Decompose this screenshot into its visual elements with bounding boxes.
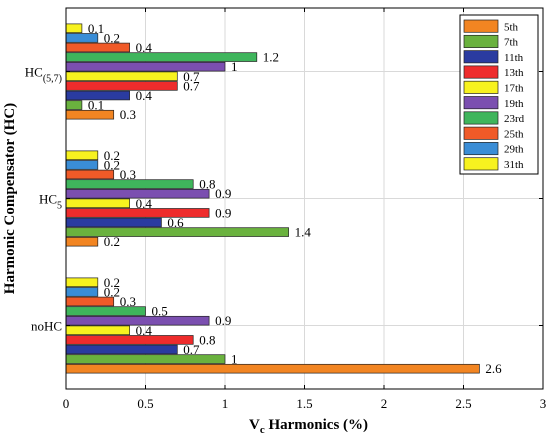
x-tick-label: 2.5 [455,396,471,411]
bar-19th-group-0 [65,315,210,326]
bar-value-label: 0.8 [199,332,215,347]
bar-value-label: 0.4 [136,323,153,338]
y-tick-label-sub: (5,7) [43,74,62,85]
legend-entry-label: 5th [504,21,519,33]
bar-23rd-group-2 [65,52,258,62]
bar-value-label: 0.8 [199,177,215,192]
x-tick-label: 1.5 [296,396,312,411]
bar-11th-group-1 [65,217,162,228]
bar-value-label: 0.9 [215,313,231,328]
bar-19th-group-2 [65,61,226,72]
bar-31th-group-2 [65,23,83,34]
legend-entry-label: 13th [504,67,524,79]
bar-17th-group-0 [65,325,130,336]
bar-29th-group-1 [65,160,99,170]
legend-entry-label: 7th [504,37,519,49]
bar-31th-group-1 [65,150,99,161]
bar-31th-group-0 [65,277,99,288]
bar-value-label: 0.3 [120,167,136,182]
bar-17th-group-2 [65,71,178,82]
bar-value-label: 0.4 [136,88,153,103]
y-tick-label: HC(5,7) [25,65,62,85]
legend-swatch-17th [463,80,499,94]
bar-29th-group-0 [65,287,99,297]
y-tick-label: noHC [31,319,62,334]
bar-17th-group-1 [65,198,130,209]
y-tick-label: HC5 [39,192,62,212]
bar-value-label: 0.1 [88,98,104,113]
x-axis-label-rest: Harmonics (%) [265,417,368,433]
bar-value-label: 1 [231,352,238,367]
legend-entry-label: 25th [504,128,524,140]
bar-value-label: 0.2 [104,148,120,163]
legend-entry-label: 29th [504,144,524,156]
bar-value-label: 0.2 [104,30,120,45]
legend-swatch-19th [463,96,499,110]
bar-7th-group-0 [65,354,226,364]
x-axis-label-main: V [249,417,260,433]
bar-value-label: 0.4 [136,40,153,55]
legend-swatch-7th [463,34,499,48]
bar-11th-group-2 [65,90,130,101]
x-tick-label: 3 [540,396,547,411]
bar-19th-group-1 [65,188,210,199]
legend-swatch-29th [463,142,499,156]
bar-value-label: 0.1 [88,21,104,36]
bar-value-label: 1.4 [295,225,312,240]
bar-value-label: 0.6 [167,215,184,230]
legend-swatch-11th [463,50,499,64]
x-tick-label: 0 [63,396,70,411]
bar-value-label: 1.2 [263,50,279,65]
bar-13th-group-2 [65,81,178,91]
legend-swatch-13th [463,65,499,79]
bar-value-label: 0.3 [120,107,136,122]
bar-value-label: 0.5 [152,304,168,319]
y-tick-label-main: HC [39,192,57,207]
bar-13th-group-0 [65,335,194,345]
legend-entry-label: 17th [504,83,524,95]
bar-5th-group-0 [65,363,480,374]
bar-7th-group-2 [65,100,83,110]
legend-swatch-23rd [463,111,499,125]
x-axis-label: Vc Harmonics (%) [249,417,368,434]
bar-value-label: 0.2 [104,234,120,249]
bar-value-label: 0.2 [104,284,120,299]
y-tick-label-main: HC [25,65,43,80]
bar-value-label: 0.3 [120,294,136,309]
bar-value-label: 0.9 [215,186,231,201]
bar-value-label: 0.2 [104,275,120,290]
y-tick-label-sub: 5 [57,201,62,212]
bar-11th-group-0 [65,344,178,355]
bar-value-label: 0.7 [183,69,200,84]
legend-swatch-31th [463,157,499,171]
bar-value-label: 1 [231,59,238,74]
bar-5th-group-1 [65,236,99,247]
y-tick-label-main: noHC [31,319,62,334]
x-tick-label: 2 [381,396,388,411]
x-tick-label: 1 [222,396,229,411]
y-axis-label: Harmonic Compensator (HC) [2,103,18,294]
bar-value-label: 2.6 [485,361,502,376]
bar-value-label: 0.9 [215,205,231,220]
bar-value-label: 0.7 [183,342,200,357]
bar-value-label: 0.4 [136,196,153,211]
legend-entry-label: 31th [504,159,524,171]
x-tick-label: 0.5 [137,396,153,411]
x-axis-label-sub: c [260,424,265,434]
legend-swatch-5th [463,19,499,33]
bar-value-label: 0.2 [104,157,120,172]
legend-entry-label: 23rd [504,113,525,125]
legend-entry-label: 19th [504,98,524,110]
bar-value-label: 0.7 [183,78,200,93]
legend-swatch-25th [463,126,499,140]
legend-entry-label: 11th [504,52,524,64]
